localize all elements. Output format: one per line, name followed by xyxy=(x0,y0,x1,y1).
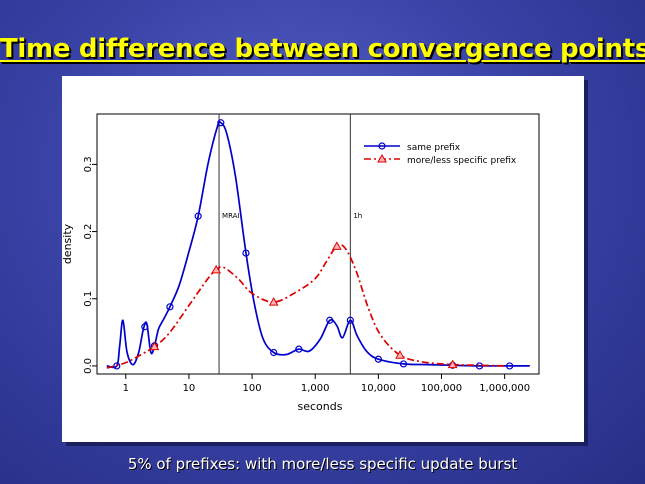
vline-label-mrai: MRAI xyxy=(222,212,239,220)
y-axis: 0.0 0.1 0.2 0.3 xyxy=(83,156,97,374)
y-tick-label: 0.2 xyxy=(83,224,94,240)
y-tick-label: 0.1 xyxy=(83,291,94,307)
x-tick-label: 100,000 xyxy=(421,383,462,394)
data-point-specific-prefix xyxy=(149,341,160,351)
data-point-specific-prefix xyxy=(331,241,342,250)
x-axis-label: seconds xyxy=(298,400,343,413)
data-point-same-prefix xyxy=(217,119,225,127)
legend-marker-same-prefix xyxy=(378,142,386,150)
legend-marker-specific-prefix xyxy=(377,153,387,163)
legend: same prefix more/less specific prefix xyxy=(364,142,517,166)
plot-box xyxy=(96,113,540,375)
data-point-same-prefix xyxy=(295,345,303,353)
data-point-specific-prefix xyxy=(395,350,405,359)
x-tick-label: 10 xyxy=(183,383,196,394)
data-point-same-prefix xyxy=(374,355,382,363)
legend-label-same-prefix: same prefix xyxy=(407,143,461,153)
data-point-same-prefix xyxy=(113,362,121,370)
data-point-specific-prefix xyxy=(268,297,279,306)
data-point-same-prefix xyxy=(506,362,514,370)
data-point-same-prefix xyxy=(194,212,202,220)
x-tick-label: 10,000 xyxy=(361,383,396,394)
legend-label-specific-prefix: more/less specific prefix xyxy=(407,156,517,166)
reference-lines: MRAI 1h xyxy=(218,114,362,374)
data-point-same-prefix xyxy=(399,360,408,368)
data-point-same-prefix xyxy=(166,303,174,311)
series-layer xyxy=(106,119,530,370)
x-tick-label: 1,000 xyxy=(301,383,330,394)
x-tick-label: 1,000,000 xyxy=(479,383,530,394)
density-chart: 1 10 100 1,000 10,000 100,000 1,000,000 0.0 0.1… xyxy=(62,113,540,413)
vline-label-1h: 1h xyxy=(353,212,362,220)
slide-title: Time difference between convergence poin… xyxy=(0,34,645,64)
data-point-specific-prefix xyxy=(211,264,222,274)
y-axis-label: density xyxy=(62,223,74,264)
x-axis: 1 10 100 1,000 10,000 100,000 1,000,000 xyxy=(123,374,530,394)
x-tick-label: 100 xyxy=(243,383,262,394)
chart-panel: 1 10 100 1,000 10,000 100,000 1,000,000 0.0 0.1… xyxy=(62,76,584,442)
data-point-same-prefix xyxy=(346,316,354,324)
data-point-same-prefix xyxy=(326,316,334,324)
y-tick-label: 0.3 xyxy=(83,156,94,172)
y-tick-label: 0.0 xyxy=(83,358,94,374)
data-point-same-prefix xyxy=(270,348,278,357)
slide-caption: 5% of prefixes: with more/less specific … xyxy=(127,455,518,473)
x-tick-label: 1 xyxy=(123,383,129,394)
data-point-same-prefix xyxy=(242,249,250,257)
data-point-specific-prefix xyxy=(447,359,458,369)
data-point-same-prefix xyxy=(141,323,149,331)
